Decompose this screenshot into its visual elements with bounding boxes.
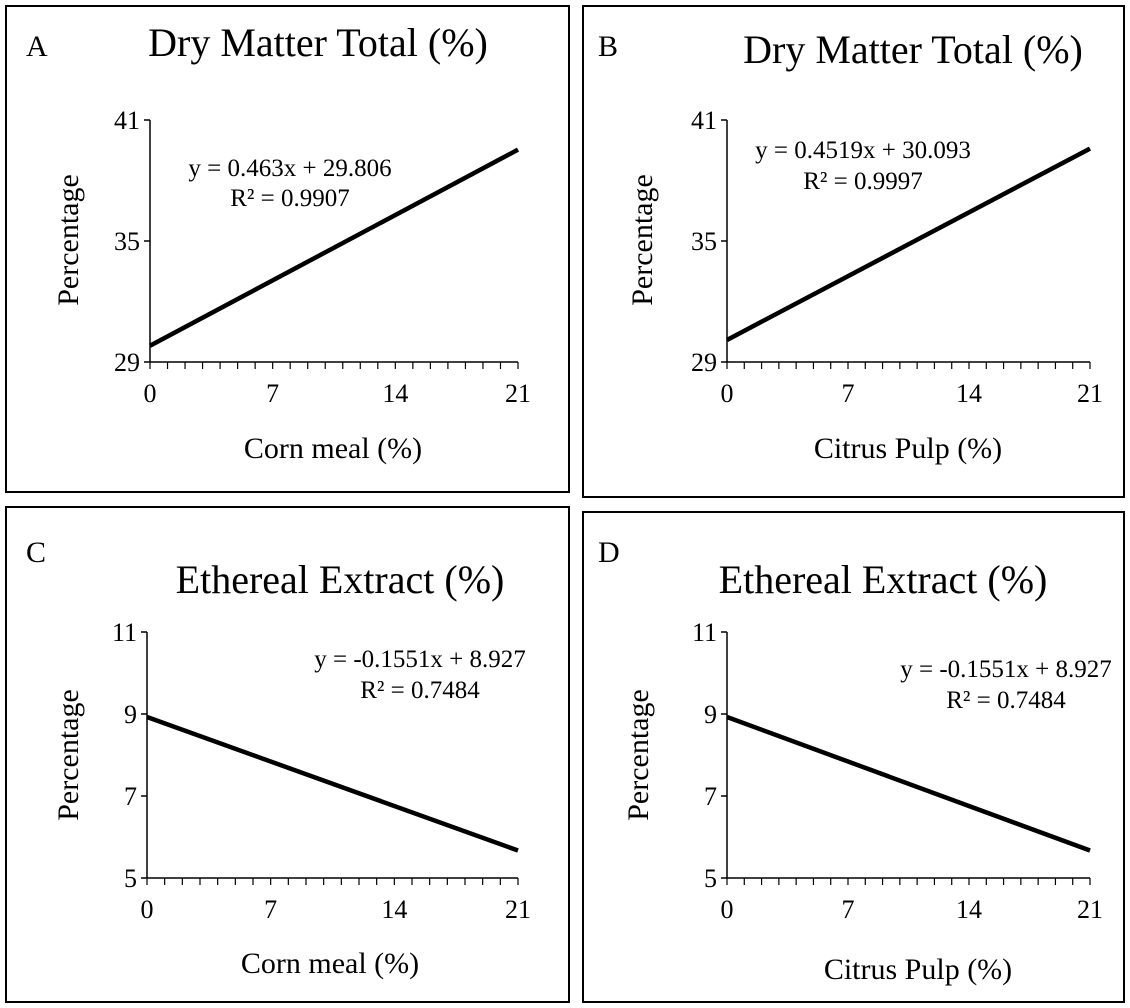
regression-line	[148, 147, 520, 348]
y-tick-label: 35	[114, 227, 140, 256]
panel-c: C Ethereal Extract (%) 5 7 9 11 0 7 14 21 Corn mea…	[5, 506, 570, 1003]
x-axis-title: Citrus Pulp (%)	[814, 432, 1002, 465]
y-axis-title: Percentage	[52, 174, 85, 306]
y-axis-title: Percentage	[622, 689, 655, 821]
panel-d: D Ethereal Extract (%) 5 7 9 11 0 7 14 21 Citrus P…	[582, 511, 1125, 1003]
y-tick-label: 7	[704, 782, 717, 811]
panel-frame	[5, 506, 570, 1003]
x-tick-label: 14	[956, 379, 982, 408]
chart-title: Ethereal Extract (%)	[176, 557, 505, 602]
y-tick-label: 29	[114, 348, 140, 377]
x-tick-label: 7	[266, 379, 279, 408]
panel-label: B	[598, 30, 618, 63]
x-tick-label: 14	[956, 895, 982, 924]
x-tick-label: 14	[381, 895, 407, 924]
y-tick-label: 9	[124, 700, 137, 729]
x-tick-label: 7	[264, 895, 277, 924]
x-tick-label: 7	[842, 895, 855, 924]
x-tick-label: 21	[505, 895, 531, 924]
regression-line	[725, 146, 1092, 342]
x-tick-label: 0	[141, 895, 154, 924]
y-tick-label: 11	[692, 618, 717, 647]
panel-label: A	[26, 30, 48, 63]
y-tick-label: 41	[691, 106, 717, 135]
y-axis-title: Percentage	[626, 174, 659, 306]
regression-equation: y = -0.1551x + 8.927	[900, 656, 1112, 683]
panel-b: B Dry Matter Total (%) 29 35 41 0 7 14 21 Citrus …	[582, 5, 1125, 498]
y-tick-label: 5	[124, 864, 137, 893]
y-tick-label: 11	[112, 618, 137, 647]
x-axis-title: Citrus Pulp (%)	[824, 953, 1012, 986]
x-tick-label: 21	[1077, 895, 1103, 924]
panel-frame	[582, 511, 1125, 1003]
x-tick-label: 0	[721, 379, 734, 408]
x-tick-label: 14	[382, 379, 408, 408]
regression-line	[726, 714, 1091, 853]
y-tick-label: 9	[704, 700, 717, 729]
y-axis-title: Percentage	[52, 689, 85, 821]
y-tick-label: 5	[704, 864, 717, 893]
panel-frame	[5, 5, 570, 493]
regression-equation: y = -0.1551x + 8.927	[314, 646, 526, 673]
y-tick-label: 7	[124, 782, 137, 811]
x-axis-title: Corn meal (%)	[244, 432, 422, 465]
x-tick-label: 21	[505, 379, 531, 408]
panel-frame	[582, 5, 1125, 498]
y-tick-label: 41	[114, 106, 140, 135]
panel-label: D	[598, 536, 620, 569]
x-axis-title: Corn meal (%)	[241, 947, 419, 980]
x-tick-label: 0	[721, 895, 734, 924]
r-squared: R² = 0.7484	[946, 687, 1066, 714]
regression-equation: y = 0.463x + 29.806	[188, 155, 391, 182]
x-tick-label: 0	[144, 379, 157, 408]
x-tick-label: 21	[1077, 379, 1103, 408]
regression-line	[146, 714, 519, 853]
r-squared: R² = 0.7484	[360, 677, 480, 704]
chart-title: Dry Matter Total (%)	[743, 27, 1083, 72]
y-tick-label: 29	[691, 348, 717, 377]
regression-equation: y = 0.4519x + 30.093	[755, 137, 971, 164]
r-squared: R² = 0.9997	[803, 168, 923, 195]
r-squared: R² = 0.9907	[230, 185, 350, 212]
panel-a: A Dry Matter Total (%) 29 35 41 0 7 14 21 Corn me…	[5, 5, 570, 493]
y-tick-label: 35	[691, 227, 717, 256]
chart-title: Ethereal Extract (%)	[719, 557, 1048, 602]
panel-label: C	[26, 536, 46, 569]
chart-title: Dry Matter Total (%)	[148, 20, 488, 65]
x-tick-label: 7	[842, 379, 855, 408]
